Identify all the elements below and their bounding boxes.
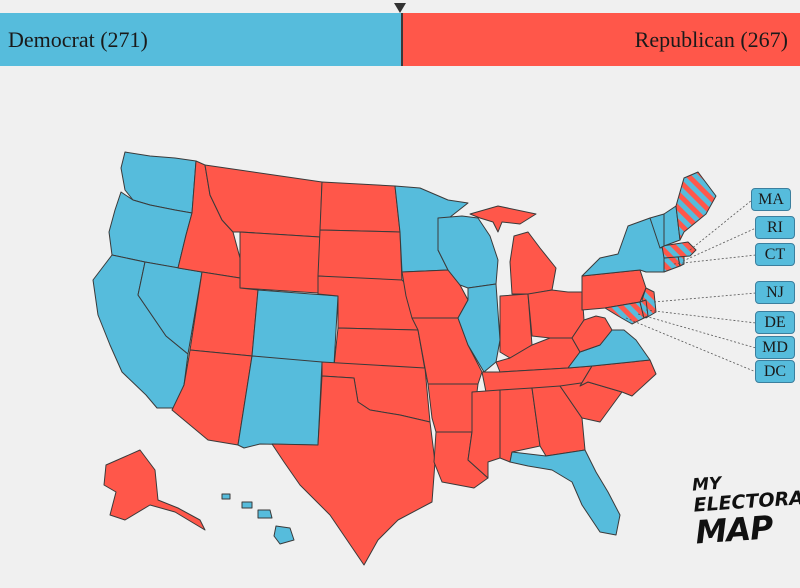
state-CO[interactable] [251,289,339,366]
republican-total[interactable]: Republican (267) [403,13,800,66]
state-OH[interactable] [527,289,585,339]
270-to-win-marker-icon [394,3,406,13]
leader-ct [673,254,757,265]
state-ND[interactable] [319,181,401,233]
small-state-box-de[interactable]: DE [755,311,795,334]
leader-de [645,309,757,324]
state-MD[interactable] [604,301,645,325]
state-AK[interactable] [103,449,206,531]
small-state-label: CT [764,245,786,263]
small-state-label: DC [763,362,787,380]
my-electoral-map-logo: MY ELECTORAL MAP [692,470,800,552]
small-state-label: DE [764,313,786,331]
small-state-box-ri[interactable]: RI [755,216,795,239]
small-state-box-nj[interactable]: NJ [755,281,795,304]
state-ME[interactable] [675,171,717,241]
small-state-label: NJ [766,283,784,301]
state-CT[interactable] [663,255,681,273]
state-NM[interactable] [237,355,323,449]
state-FL[interactable] [509,449,621,536]
state-TX[interactable] [271,375,436,566]
small-state-label: RI [767,218,783,236]
state-AR[interactable] [427,383,479,433]
small-state-label: MD [762,338,788,356]
republican-total-label: Republican (267) [634,26,788,52]
state-HI-4[interactable] [273,525,295,545]
leader-nj [653,292,757,303]
leader-md [637,313,757,349]
state-MI2[interactable] [509,231,557,295]
state-WV[interactable] [571,315,613,353]
small-state-box-md[interactable]: MD [755,336,795,359]
state-HI-1[interactable] [221,493,231,500]
tally-bar: Democrat (271) Republican (267) [0,13,800,66]
state-DE[interactable] [639,299,649,319]
leader-ma [689,199,753,251]
state-MS[interactable] [467,389,501,479]
leader-dc [625,317,757,373]
democrat-total[interactable]: Democrat (271) [0,13,403,66]
small-state-box-dc[interactable]: DC [755,360,795,383]
leader-ri [682,227,757,262]
state-HI-2[interactable] [241,501,253,509]
state-SD[interactable] [317,229,403,283]
democrat-total-label: Democrat (271) [8,26,148,52]
state-MA[interactable] [661,241,697,259]
state-MI[interactable] [469,205,537,233]
state-HI-3[interactable] [257,509,273,519]
small-state-box-ct[interactable]: CT [755,243,795,266]
small-state-label: MA [758,190,784,208]
state-WY[interactable] [239,231,321,294]
small-state-box-ma[interactable]: MA [751,188,791,211]
